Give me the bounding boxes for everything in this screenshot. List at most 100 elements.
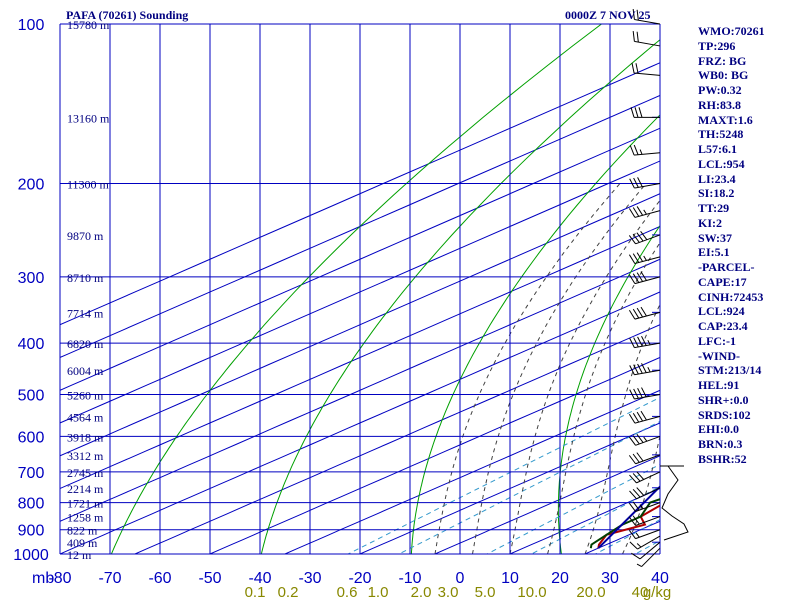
wind-barb-staff <box>635 502 661 513</box>
temperature-tick-label: 10 <box>501 570 519 587</box>
wind-barb-flag <box>629 178 635 189</box>
wind-barb <box>628 231 661 245</box>
wind-barb-staff <box>634 415 661 424</box>
wind-barb-half-flag <box>639 504 644 510</box>
wind-barb <box>629 363 661 376</box>
dry-adiabat-line <box>260 39 660 554</box>
wind-barb-flag <box>632 253 640 263</box>
index-row: BRN:0.3 <box>698 437 743 451</box>
wind-barb-staff <box>634 311 661 320</box>
pressure-tick-label: 300 <box>18 270 45 287</box>
index-row: EHI:0.0 <box>698 422 740 437</box>
wind-barb-flag <box>636 206 644 216</box>
mixing-ratio-label: 5.0 <box>475 584 496 600</box>
temperature-tick-label: -50 <box>198 570 221 587</box>
wind-barb-flag <box>632 273 640 283</box>
mixing-ratio-label: 20.0 <box>576 584 605 600</box>
height-label: 15780 m <box>67 18 110 32</box>
wind-barb <box>632 9 661 25</box>
wind-barb-staff <box>634 183 661 189</box>
sounding-date: 0000Z 7 NOV 25 <box>565 8 651 22</box>
wind-barb <box>628 410 661 424</box>
index-row: WMO:70261 <box>698 24 765 38</box>
wind-barb <box>628 271 661 285</box>
index-row: LCL:924 <box>698 304 745 319</box>
wind-barb-half-flag <box>636 543 642 548</box>
isotherm-line <box>359 422 660 554</box>
wind-barb-half-flag <box>647 339 651 346</box>
height-label: 3918 m <box>67 430 104 444</box>
index-row: STM:213/14 <box>698 363 762 378</box>
pressure-tick-label: 700 <box>18 465 45 482</box>
temperature-tick-label: -20 <box>348 570 371 587</box>
indices-panel: WMO:70261 TP:296 FRZ: BG WB0: BG PW:0.32 RH:8… <box>698 24 798 467</box>
temperature-tick-label: -30 <box>298 570 321 587</box>
pressure-tick-label: 900 <box>18 523 45 540</box>
wind-barb <box>628 515 661 526</box>
wind-barb-staff <box>634 393 661 400</box>
wind-barb-flag <box>637 336 643 347</box>
wind-barb-flag <box>628 274 636 284</box>
wind-barb-flag <box>638 107 643 118</box>
wind-barb-staff <box>634 210 661 218</box>
wind-barb-flag <box>628 413 636 424</box>
temperature-tick-label: 30 <box>601 570 619 587</box>
wind-barb-half-flag <box>635 532 640 538</box>
wind-barb-flag <box>636 471 645 480</box>
temperature-tick-label: -10 <box>398 570 421 587</box>
wind-barb <box>628 529 661 540</box>
wind-barb-flag <box>632 501 640 511</box>
temperature-profile-line <box>597 504 660 549</box>
wind-barb-flag <box>641 387 647 398</box>
wind-barb-half-flag <box>639 149 643 155</box>
wind-barb-flag <box>632 412 640 423</box>
wind-barb <box>629 471 661 484</box>
isotherm-line <box>60 258 660 522</box>
wind-barb-staff <box>634 256 661 265</box>
wind-barb-flag <box>636 307 644 318</box>
temperature-tick-label: 0 <box>456 570 465 587</box>
wind-barb <box>628 306 661 320</box>
wind-barb-flag <box>633 388 639 399</box>
height-label: 2214 m <box>67 482 104 496</box>
wind-barb-staff <box>635 529 661 540</box>
wind-barb-staff <box>636 487 661 500</box>
wind-barb-staff <box>634 152 661 156</box>
pressure-tick-label: 200 <box>18 177 45 194</box>
wind-barb-flag <box>629 541 638 550</box>
index-row: CAP:23.4 <box>698 319 748 333</box>
wind-barb-flag <box>640 410 647 421</box>
wind-barb-half-flag <box>643 436 648 442</box>
wind-barb-staff <box>635 516 661 526</box>
wind-barb-flag <box>634 107 639 118</box>
wind-barb <box>629 144 661 156</box>
wind-barb-staff <box>634 18 661 25</box>
isotherm-line <box>209 356 660 554</box>
index-row: -PARCEL- <box>698 260 755 274</box>
wind-barb-flag <box>631 552 641 560</box>
isotherm-line <box>60 94 660 359</box>
wind-barb-staff <box>635 454 661 465</box>
wind-barb <box>628 206 661 218</box>
wind-barb-flag <box>629 490 637 500</box>
temperature-tick-label: 40 <box>651 570 669 587</box>
index-row: SRDS:102 <box>698 407 751 422</box>
isotherm-line <box>434 455 660 554</box>
wind-barb-flag <box>628 502 636 512</box>
height-label: 3312 m <box>67 449 104 463</box>
wind-barb-staff <box>634 342 661 349</box>
height-label: 4564 m <box>67 410 104 424</box>
wind-barb-flag <box>632 30 635 42</box>
wind-barb-flag <box>636 452 644 462</box>
wind-barb-flag <box>632 435 640 445</box>
isotherm-line <box>60 62 660 326</box>
mixing-ratio-label: 0.2 <box>278 584 299 600</box>
wind-barb <box>629 177 661 189</box>
wind-barb-flag <box>636 272 644 282</box>
wind-barb-flag <box>637 388 643 398</box>
wind-barb-flag <box>629 338 635 348</box>
wind-barb-staff <box>635 234 661 245</box>
wind-barb-flag <box>633 337 639 348</box>
height-label: 8710 m <box>67 271 104 285</box>
